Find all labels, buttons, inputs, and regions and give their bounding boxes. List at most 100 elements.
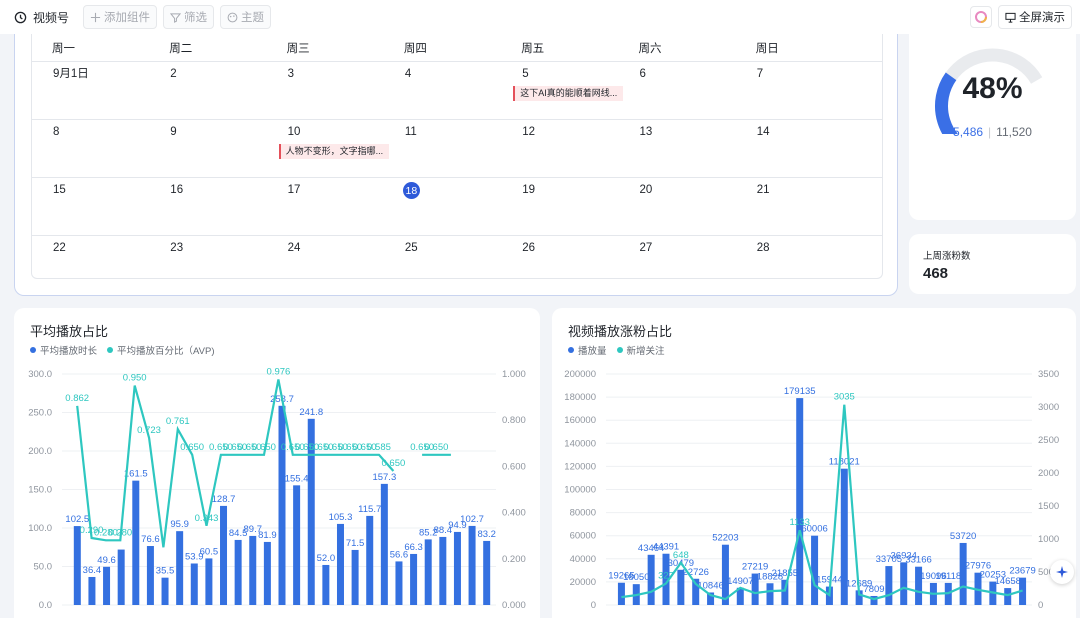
bar-data-label: 7809 xyxy=(863,584,884,595)
calendar-day-cell[interactable]: 2 xyxy=(149,62,266,119)
calendar-day-cell[interactable]: 19 xyxy=(501,178,618,235)
bar-data-label: 95.9 xyxy=(170,519,189,530)
ai-assistant-button[interactable] xyxy=(970,6,992,28)
calendar-day-cell[interactable]: 22 xyxy=(32,236,149,278)
brand[interactable]: 视频号 xyxy=(14,9,69,26)
calendar-event[interactable]: 这下AI真的能顺着网线... xyxy=(513,86,624,101)
bar[interactable] xyxy=(692,578,700,605)
bar[interactable] xyxy=(336,523,344,605)
bar-data-label: 10846 xyxy=(697,580,723,591)
line-data-label: 0.290 xyxy=(80,525,104,536)
bar[interactable] xyxy=(811,535,819,605)
bar[interactable] xyxy=(263,541,271,605)
bar[interactable] xyxy=(190,563,198,605)
bar[interactable] xyxy=(424,539,432,605)
bar[interactable] xyxy=(132,480,140,605)
bar[interactable] xyxy=(647,554,655,605)
bar[interactable] xyxy=(453,531,461,605)
bar[interactable] xyxy=(410,553,418,605)
legend-item[interactable]: 播放量 xyxy=(568,343,607,357)
bar[interactable] xyxy=(380,483,388,605)
bar[interactable] xyxy=(885,566,893,605)
bar[interactable] xyxy=(220,505,228,605)
bar[interactable] xyxy=(322,564,330,605)
legend-item[interactable]: 平均播放时长 xyxy=(30,343,97,357)
ai-sparkle-button[interactable] xyxy=(1050,560,1074,584)
calendar-day-cell[interactable]: 10 人物不变形，文字指哪... xyxy=(267,120,389,177)
bar[interactable] xyxy=(73,526,81,605)
bar[interactable] xyxy=(707,592,715,605)
calendar-day-cell[interactable]: 11 xyxy=(384,120,501,177)
bar[interactable] xyxy=(751,573,759,605)
bar[interactable] xyxy=(959,542,967,605)
calendar-day-cell[interactable]: 5 这下AI真的能顺着网线... xyxy=(501,62,624,119)
calendar-day-cell[interactable]: 12 xyxy=(501,120,618,177)
gauge-values: 5,486 | 11,520 xyxy=(953,125,1032,139)
y-tick-label: 100.0 xyxy=(28,523,52,534)
bar[interactable] xyxy=(278,405,286,605)
bar[interactable] xyxy=(205,558,213,605)
bar[interactable] xyxy=(395,561,403,605)
calendar-day-cell[interactable]: 28 xyxy=(736,236,853,278)
bar[interactable] xyxy=(366,515,374,605)
calendar-day-cell[interactable]: 3 xyxy=(267,62,384,119)
day-number: 15 xyxy=(53,184,66,196)
calendar-day-cell[interactable]: 27 xyxy=(618,236,735,278)
bar[interactable] xyxy=(855,590,863,605)
bar[interactable] xyxy=(870,595,878,605)
bar[interactable] xyxy=(796,398,804,605)
bar[interactable] xyxy=(176,531,184,605)
calendar-day-cell[interactable]: 14 xyxy=(736,120,853,177)
legend-item[interactable]: 新增关注 xyxy=(616,343,665,357)
bar[interactable] xyxy=(161,577,169,605)
bar[interactable] xyxy=(736,587,744,605)
calendar-day-cell[interactable]: 13 xyxy=(618,120,735,177)
bar-data-label: 94.9 xyxy=(448,520,467,531)
bar[interactable] xyxy=(900,562,908,605)
calendar-event[interactable]: 人物不变形，文字指哪... xyxy=(278,144,389,159)
bar[interactable] xyxy=(781,579,789,605)
calendar-day-cell[interactable]: 24 xyxy=(267,236,384,278)
calendar-day-cell[interactable]: 8 xyxy=(32,120,149,177)
bar[interactable] xyxy=(103,566,111,605)
bar[interactable] xyxy=(1004,588,1012,605)
calendar-day-cell[interactable]: 17 xyxy=(267,178,384,235)
calendar-day-cell[interactable]: 23 xyxy=(149,236,266,278)
legend-item[interactable]: 平均播放百分比（AVP) xyxy=(107,343,214,357)
fullscreen-present-button[interactable]: 全屏演示 xyxy=(998,5,1072,29)
calendar-day-cell[interactable]: 9 xyxy=(149,120,266,177)
calendar-day-cell[interactable]: 18 xyxy=(384,178,501,235)
bar[interactable] xyxy=(766,583,774,605)
theme-button[interactable]: 主题 xyxy=(220,5,272,29)
bar[interactable] xyxy=(468,525,476,605)
calendar-day-cell[interactable]: 6 xyxy=(618,62,735,119)
bar[interactable] xyxy=(117,549,125,605)
bar[interactable] xyxy=(617,582,625,605)
bar[interactable] xyxy=(483,540,491,605)
bar[interactable] xyxy=(915,566,923,605)
bar[interactable] xyxy=(662,553,670,605)
calendar-day-cell[interactable]: 4 xyxy=(384,62,501,119)
calendar-day-cell[interactable]: 7 xyxy=(736,62,853,119)
calendar-day-cell[interactable]: 21 xyxy=(736,178,853,235)
bar[interactable] xyxy=(840,468,848,605)
bar[interactable] xyxy=(677,569,685,605)
bar[interactable] xyxy=(146,546,154,605)
calendar-day-cell[interactable]: 15 xyxy=(32,178,149,235)
line-data-label: 0.976 xyxy=(267,367,291,378)
calendar-day-cell[interactable]: 16 xyxy=(149,178,266,235)
bar[interactable] xyxy=(307,418,315,605)
bar[interactable] xyxy=(721,544,729,605)
bar[interactable] xyxy=(249,535,257,605)
filter-button[interactable]: 筛选 xyxy=(163,5,215,29)
bar[interactable] xyxy=(293,485,301,605)
bar[interactable] xyxy=(234,539,242,605)
bar[interactable] xyxy=(351,549,359,605)
bar[interactable] xyxy=(88,576,96,605)
add-widget-button[interactable]: 添加组件 xyxy=(83,5,158,29)
calendar-day-cell[interactable]: 9月1日 xyxy=(32,62,149,119)
calendar-day-cell[interactable]: 20 xyxy=(618,178,735,235)
bar[interactable] xyxy=(439,536,447,605)
calendar-day-cell[interactable]: 26 xyxy=(501,236,618,278)
calendar-day-cell[interactable]: 25 xyxy=(384,236,501,278)
